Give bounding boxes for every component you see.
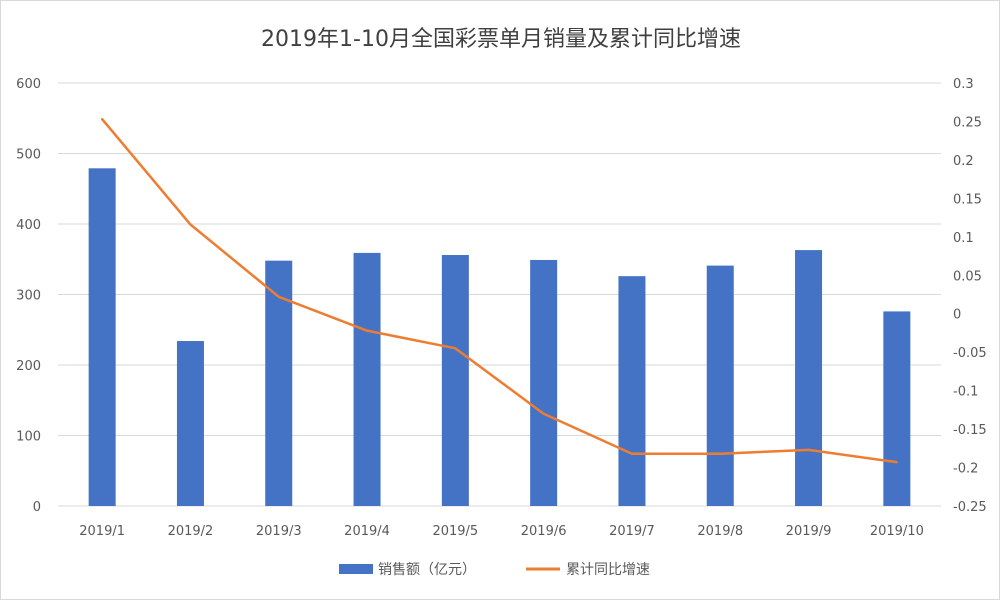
left-tick-label: 200 <box>16 359 41 374</box>
left-tick-label: 300 <box>16 289 41 304</box>
left-tick-label: 500 <box>16 148 41 163</box>
bar <box>706 265 734 506</box>
left-tick-label: 100 <box>16 430 41 445</box>
right-tick-label: 0.1 <box>953 231 974 246</box>
right-tick-label: -0.05 <box>953 346 987 361</box>
left-tick-label: 0 <box>33 500 41 515</box>
left-tick-label: 600 <box>16 77 41 92</box>
legend-line-label: 累计同比增速 <box>566 562 650 578</box>
line-point <box>365 329 369 332</box>
x-tick-label: 2019/1 <box>79 524 125 539</box>
x-tick-label: 2019/7 <box>609 524 655 539</box>
bar <box>795 250 823 506</box>
right-tick-label: 0 <box>953 308 961 323</box>
x-tick-label: 2019/3 <box>256 524 302 539</box>
left-tick-label: 400 <box>16 218 41 233</box>
line-point <box>719 452 722 455</box>
right-tick-label: -0.15 <box>953 423 987 438</box>
right-tick-label: -0.1 <box>953 385 978 400</box>
bar <box>353 252 381 506</box>
x-tick-label: 2019/10 <box>870 524 924 539</box>
left-axis-ticks: 0 100 200 300 400 500 600 <box>16 77 41 515</box>
line-point <box>189 223 192 226</box>
right-tick-label: 0.25 <box>953 115 982 130</box>
right-tick-label: 0.3 <box>953 77 974 92</box>
line-point <box>454 347 457 350</box>
bar <box>88 168 116 506</box>
chart-title: 2019年1-10月全国彩票单月销量及累计同比增速 <box>261 27 741 52</box>
bar <box>441 255 469 506</box>
line-point <box>895 460 899 464</box>
right-tick-label: -0.25 <box>953 500 987 515</box>
right-axis-ticks: 0.3 0.25 0.2 0.15 0.1 0.05 0 -0.05 -0.1 -0.15 -0.2… <box>953 77 987 515</box>
line-point <box>100 117 104 121</box>
line-point <box>630 452 634 455</box>
right-tick-label: -0.2 <box>953 462 978 477</box>
right-tick-label: 0.05 <box>953 269 982 284</box>
legend-bar-swatch <box>339 564 373 574</box>
x-tick-label: 2019/9 <box>786 524 832 539</box>
line-point <box>807 448 810 452</box>
x-tick-label: 2019/6 <box>521 524 567 539</box>
x-tick-label: 2019/4 <box>344 524 390 539</box>
right-tick-label: 0.2 <box>953 154 974 169</box>
x-tick-label: 2019/8 <box>697 524 743 539</box>
gridlines <box>58 82 941 507</box>
bar <box>618 276 646 506</box>
legend: 销售额（亿元） 累计同比增速 <box>339 562 650 578</box>
bar-series <box>88 168 911 506</box>
line-series <box>100 117 899 464</box>
line-point <box>277 295 280 299</box>
bar <box>883 311 911 506</box>
bar <box>530 259 558 506</box>
line-point <box>542 412 545 415</box>
x-axis-ticks: 2019/1 2019/2 2019/3 2019/4 2019/5 2019/6 2019… <box>79 524 924 539</box>
x-tick-label: 2019/2 <box>168 524 214 539</box>
legend-bar-label: 销售额（亿元） <box>378 562 476 578</box>
right-tick-label: 0.15 <box>953 192 982 207</box>
bar <box>176 341 204 506</box>
line-path <box>101 118 898 464</box>
x-tick-label: 2019/5 <box>432 524 478 539</box>
